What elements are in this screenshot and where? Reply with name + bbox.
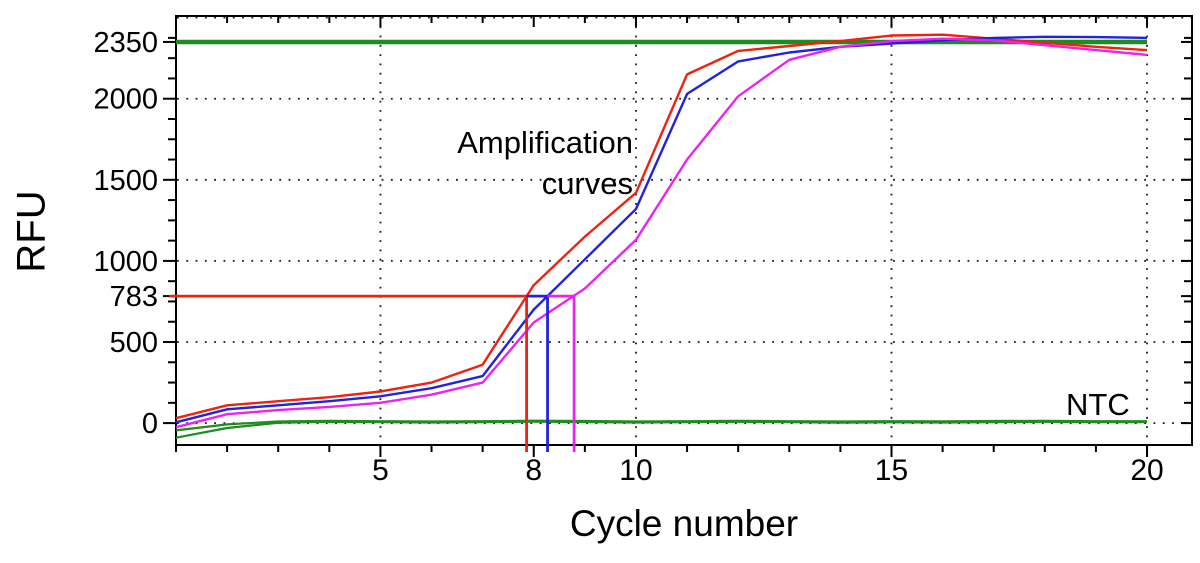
ntc-label: NTC — [1066, 387, 1130, 422]
y-tick-label-500: 500 — [110, 327, 158, 359]
x-tick-label-15: 15 — [875, 454, 908, 487]
y-tick-label-783: 783 — [110, 281, 158, 313]
y-tick-label-2000: 2000 — [93, 84, 158, 116]
x-tick-label-5: 5 — [372, 454, 389, 487]
y-tick-label-0: 0 — [142, 408, 158, 440]
x-tick-label-10: 10 — [619, 454, 652, 487]
amplification-sample-blue — [175, 35, 1148, 424]
x-axis-title: Cycle number — [569, 503, 799, 544]
axes-frame — [175, 15, 1193, 446]
amplification-sample-magenta — [175, 37, 1148, 429]
x-tick-label-20: 20 — [1130, 454, 1163, 487]
ntc-trace-2 — [175, 420, 1147, 439]
y-axis-title: RFU — [9, 190, 54, 273]
y-tick-label-1500: 1500 — [93, 165, 158, 197]
x-tick-label-8: 8 — [525, 454, 542, 487]
y-tick-label-2350: 2350 — [93, 27, 158, 59]
y-tick-label-1000: 1000 — [93, 246, 158, 278]
amplification-curves-label: Amplification curves — [457, 125, 633, 201]
amplification-sample-red — [175, 33, 1148, 420]
